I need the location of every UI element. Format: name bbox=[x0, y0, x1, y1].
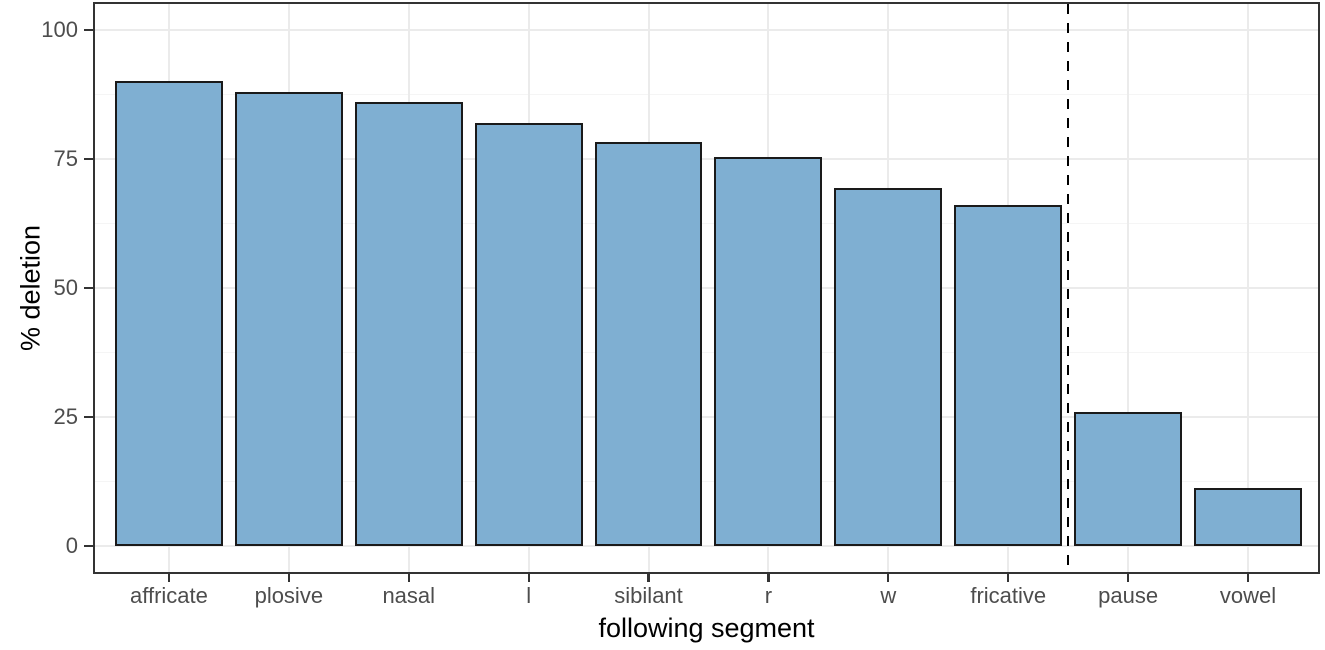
x-tick-label-l: l bbox=[526, 583, 532, 608]
plot-panel bbox=[93, 2, 1320, 574]
x-tick-label-w: w bbox=[880, 583, 897, 608]
x-tick-label-r: r bbox=[764, 583, 773, 608]
x-tick-label-fricative: fricative bbox=[970, 583, 1047, 608]
bar-vowel bbox=[1194, 487, 1302, 547]
major-gridline bbox=[95, 28, 1318, 31]
x-tick-mark bbox=[407, 574, 410, 582]
x-tick-mark bbox=[1246, 574, 1250, 582]
minor-gridline bbox=[95, 480, 1318, 483]
bar-r bbox=[714, 156, 823, 547]
y-tick-mark bbox=[84, 28, 93, 31]
x-tick-mark bbox=[647, 574, 650, 582]
vertical-gridline bbox=[1127, 4, 1130, 572]
x-tick-mark bbox=[167, 574, 171, 582]
major-gridline bbox=[95, 287, 1318, 289]
y-tick-mark bbox=[84, 415, 93, 419]
x-tick-mark bbox=[767, 574, 770, 582]
bar-fricative bbox=[954, 205, 1063, 547]
x-tick-mark bbox=[1127, 574, 1130, 582]
x-tick-label-vowel: vowel bbox=[1219, 583, 1277, 608]
y-tick-mark bbox=[84, 157, 93, 160]
y-tick-label-75: 75 bbox=[53, 145, 78, 171]
bar-plosive bbox=[234, 91, 343, 547]
minor-gridline bbox=[95, 93, 1318, 96]
x-tick-mark bbox=[287, 574, 290, 582]
major-gridline bbox=[95, 416, 1318, 419]
x-tick-label-affricate: affricate bbox=[130, 583, 208, 608]
x-axis-title: following segment bbox=[598, 613, 815, 643]
minor-gridline bbox=[95, 222, 1318, 225]
bar-nasal bbox=[354, 102, 463, 547]
x-tick-mark bbox=[887, 574, 890, 582]
x-tick-label-sibilant: sibilant bbox=[614, 583, 683, 608]
x-tick-mark bbox=[527, 574, 530, 582]
minor-gridline bbox=[95, 351, 1318, 354]
y-tick-mark bbox=[84, 545, 93, 548]
bar-sibilant bbox=[594, 141, 703, 547]
x-tick-label-nasal: nasal bbox=[382, 583, 436, 608]
bar-w bbox=[834, 187, 943, 547]
vertical-gridline bbox=[1247, 4, 1250, 572]
bar-pause bbox=[1074, 411, 1183, 547]
y-tick-label-0: 0 bbox=[65, 533, 78, 559]
y-tick-label-100: 100 bbox=[41, 16, 78, 42]
divider-dashed-line bbox=[1066, 4, 1070, 572]
bar-affricate bbox=[114, 81, 223, 547]
bar-l bbox=[474, 122, 583, 547]
x-tick-mark bbox=[1007, 574, 1010, 582]
x-tick-label-pause: pause bbox=[1098, 583, 1159, 608]
major-gridline bbox=[95, 545, 1318, 548]
y-tick-mark bbox=[84, 286, 93, 290]
major-gridline bbox=[95, 157, 1318, 160]
y-tick-label-25: 25 bbox=[53, 404, 78, 430]
x-tick-label-plosive: plosive bbox=[254, 583, 324, 608]
y-tick-label-50: 50 bbox=[53, 275, 78, 300]
